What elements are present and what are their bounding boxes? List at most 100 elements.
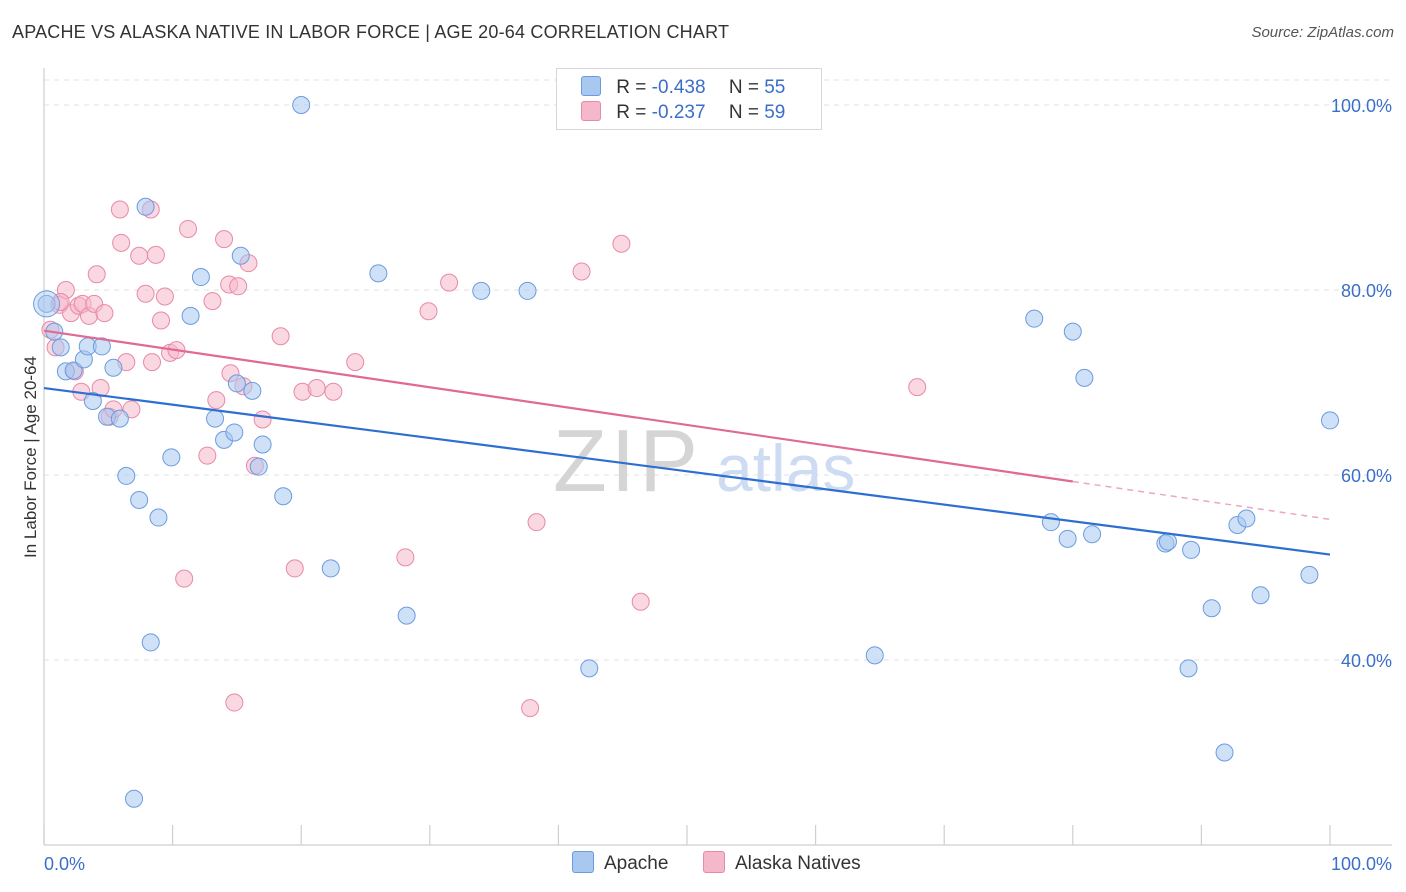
alaska-point (527, 513, 546, 532)
apache-point (1058, 529, 1077, 548)
alaska-point (229, 277, 248, 296)
apache-swatch (572, 851, 594, 873)
apache-point (191, 268, 210, 287)
apache-point (1321, 411, 1339, 430)
y-tick-label: 40.0% (1341, 651, 1392, 671)
y-tick-label: 100.0% (1331, 96, 1392, 116)
r-value: -0.237 (651, 102, 706, 123)
alaska-point (440, 273, 459, 292)
apache-point (1237, 509, 1256, 528)
alaska-point (175, 569, 194, 588)
alaska-point (95, 304, 114, 323)
alaska-point (152, 311, 171, 330)
apache-point (1251, 586, 1270, 605)
alaska-point (253, 410, 272, 429)
alaska-point (179, 219, 198, 238)
alaska-point (324, 382, 343, 401)
apache-point (1158, 532, 1177, 551)
alaska-point (146, 245, 165, 264)
alaska-point (87, 265, 106, 284)
alaska-point (419, 302, 438, 321)
apache-point (292, 96, 311, 114)
alaska-point (112, 233, 131, 252)
apache-point (518, 281, 537, 300)
alaska-point (143, 353, 162, 372)
apache-point (1063, 322, 1082, 341)
apache-point (33, 290, 61, 318)
alaska-point (110, 200, 129, 219)
y-tick-label: 80.0% (1341, 281, 1392, 301)
apache-point (580, 659, 599, 678)
alaska-point (136, 284, 155, 303)
alaska-point (521, 699, 540, 718)
series-apache (33, 96, 1339, 808)
alaska-point (207, 391, 226, 410)
apache-point (136, 197, 155, 216)
n-label: N = (728, 77, 759, 98)
apache-point (225, 423, 244, 442)
apache-point (149, 508, 168, 527)
alaska-point (285, 559, 304, 578)
apache-point (397, 606, 416, 625)
apache-point (117, 466, 136, 485)
watermark: ZIP atlas (553, 411, 855, 510)
apache-point (110, 409, 129, 428)
n-value: 55 (764, 77, 786, 98)
apache-point (130, 490, 149, 509)
apache-point (37, 294, 56, 313)
apache-point (1202, 599, 1221, 618)
bottom-legend-apache[interactable]: Apache (572, 851, 668, 875)
apache-point (865, 646, 884, 665)
apache-point (1182, 540, 1201, 559)
alaska-point (631, 592, 650, 611)
alaska-point (572, 262, 591, 281)
apache-point (92, 337, 111, 356)
correlation-legend: R = -0.438 N = 55 R = -0.237 N = 59 (556, 68, 822, 130)
alaska-point (225, 693, 244, 712)
apache-point (274, 487, 293, 506)
alaska-trend-line (43, 329, 1073, 483)
n-label: N = (728, 102, 759, 123)
apache-point (321, 559, 340, 578)
alaska-swatch (703, 851, 725, 873)
apache-point (231, 246, 250, 265)
alaska-point (215, 230, 234, 249)
apache-point (1083, 525, 1102, 544)
y-tick-label: 60.0% (1341, 466, 1392, 486)
axes (43, 68, 1392, 846)
apache-point (141, 633, 160, 652)
chart-title: APACHE VS ALASKA NATIVE IN LABOR FORCE |… (12, 22, 730, 42)
apache-point (1179, 659, 1198, 678)
alaska-point (155, 287, 174, 306)
apache-point (1075, 368, 1094, 387)
alaska-point (271, 327, 290, 346)
apache-point (249, 457, 268, 476)
apache-point (472, 281, 491, 300)
alaska-trend-extension (1072, 480, 1331, 521)
apache-swatch (581, 76, 601, 96)
alaska-swatch (581, 101, 601, 121)
alaska-point (612, 234, 631, 253)
apache-point (206, 409, 225, 428)
trend-lines (43, 329, 1331, 556)
apache-trend-line (43, 386, 1331, 556)
x-tick-label: 0.0% (44, 854, 85, 874)
n-value: 59 (764, 102, 786, 123)
apache-point (104, 358, 123, 377)
legend-label: Alaska Natives (735, 853, 861, 874)
legend-label: Apache (604, 853, 669, 874)
watermark-atlas: atlas (716, 431, 855, 505)
apache-point (162, 448, 181, 467)
r-label: R = (616, 102, 647, 123)
bottom-legend-alaska[interactable]: Alaska Natives (703, 851, 861, 875)
alaska-point (130, 246, 149, 265)
apache-point (243, 381, 262, 400)
watermark-zip: ZIP (553, 411, 702, 510)
legend-row-alaska: R = -0.237 N = 59 (581, 101, 785, 125)
alaska-point (396, 548, 415, 567)
apache-point (369, 264, 388, 283)
alaska-point (346, 353, 365, 372)
apache-point (227, 374, 246, 393)
r-label: R = (616, 77, 647, 98)
